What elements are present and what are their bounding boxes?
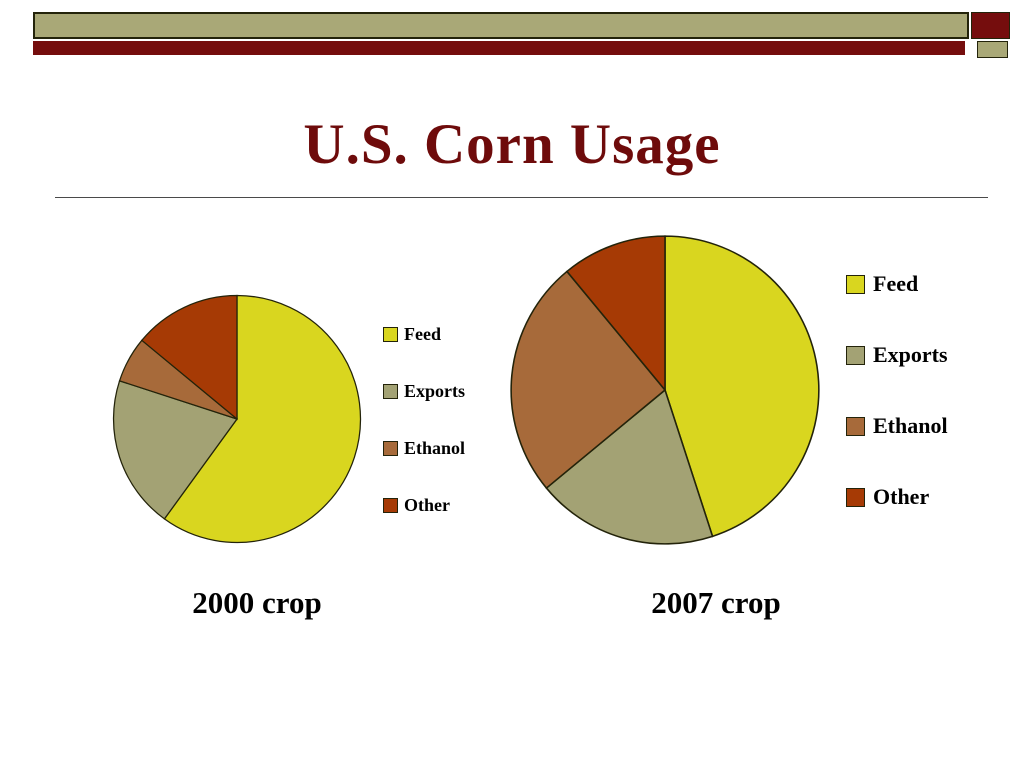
slide-title: U.S. Corn Usage bbox=[303, 113, 721, 176]
banner-bar-maroon bbox=[33, 41, 965, 55]
legend-2000-crop: Feed Exports Ethanol Other bbox=[383, 324, 466, 553]
pie-chart-2007-crop bbox=[510, 235, 820, 545]
legend-swatch-other bbox=[383, 498, 398, 513]
chart-caption-2000-crop: 2000 crop bbox=[192, 585, 322, 620]
legend-2007-crop: Feed Exports Ethanol Other bbox=[846, 271, 948, 556]
legend-item-exports: Exports bbox=[846, 342, 948, 367]
legend-label-ethanol: Ethanol bbox=[873, 413, 948, 438]
legend-item-ethanol: Ethanol bbox=[383, 438, 466, 458]
chart-caption-2007-crop: 2007 crop bbox=[651, 585, 781, 620]
legend-label-feed: Feed bbox=[873, 271, 919, 296]
legend-swatch-ethanol bbox=[383, 441, 398, 456]
legend-swatch-exports bbox=[383, 384, 398, 399]
legend-label-other: Other bbox=[873, 484, 930, 509]
legend-swatch-feed bbox=[846, 274, 865, 294]
legend-label-ethanol: Ethanol bbox=[404, 438, 466, 458]
legend-swatch-ethanol bbox=[846, 416, 865, 436]
banner-square-maroon bbox=[971, 12, 1010, 39]
legend-item-exports: Exports bbox=[383, 381, 466, 401]
legend-item-feed: Feed bbox=[383, 324, 465, 344]
legend-item-feed: Feed bbox=[846, 271, 948, 296]
legend-swatch-other bbox=[846, 487, 865, 507]
banner-bar-olive bbox=[33, 12, 969, 39]
legend-label-exports: Exports bbox=[404, 381, 466, 401]
pie-chart-2000-crop bbox=[112, 294, 362, 544]
legend-item-other: Other bbox=[846, 484, 948, 509]
legend-item-ethanol: Ethanol bbox=[846, 413, 948, 438]
legend-swatch-feed bbox=[383, 327, 398, 342]
legend-label-feed: Feed bbox=[404, 324, 441, 344]
legend-label-other: Other bbox=[404, 495, 450, 515]
legend-label-exports: Exports bbox=[873, 342, 948, 367]
legend-item-other: Other bbox=[383, 495, 465, 515]
banner-square-olive bbox=[977, 41, 1008, 58]
legend-swatch-exports bbox=[846, 345, 865, 365]
title-divider-line bbox=[55, 197, 988, 198]
